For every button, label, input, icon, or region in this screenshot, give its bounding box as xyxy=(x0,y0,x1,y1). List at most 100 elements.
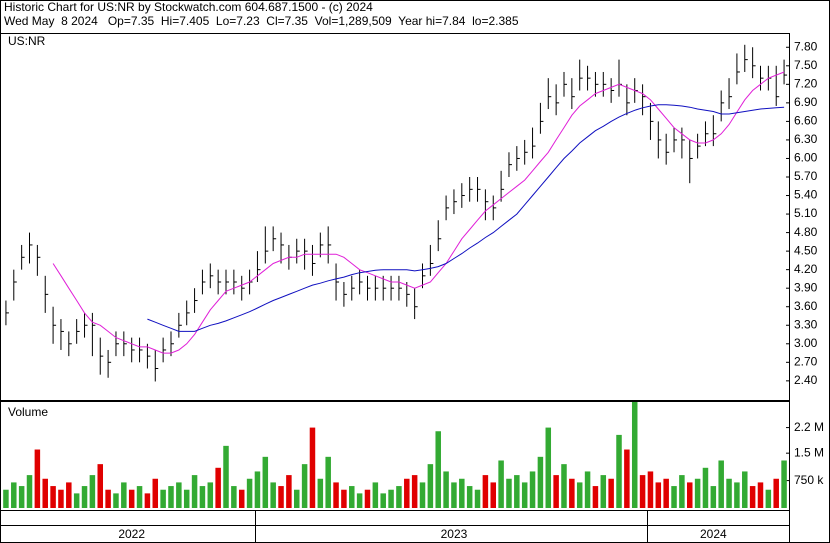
volume-bar xyxy=(317,478,324,508)
volume-bar xyxy=(26,475,33,508)
volume-bar xyxy=(694,478,701,508)
header-title: Historic Chart for US:NR by Stockwatch.c… xyxy=(4,0,373,14)
volume-bar xyxy=(529,471,536,508)
volume-bar xyxy=(765,489,772,508)
y-tick-label: 6.00 xyxy=(794,151,818,165)
volume-bar xyxy=(121,482,127,508)
volume-bar xyxy=(372,482,379,508)
volume-bar xyxy=(514,475,520,508)
volume-bar xyxy=(490,482,497,508)
volume-bar xyxy=(773,478,779,508)
volume-bar xyxy=(81,486,88,508)
y-tick-label: 5.10 xyxy=(794,206,818,220)
volume-label: Volume xyxy=(8,405,48,419)
volume-bar xyxy=(474,489,481,508)
volume-bar xyxy=(631,402,638,508)
volume-bar xyxy=(671,486,677,508)
y-tick-label: 4.50 xyxy=(794,243,818,257)
volume-bar xyxy=(576,482,583,508)
volume-bar xyxy=(553,475,559,508)
moving-average xyxy=(147,104,785,332)
volume-bar xyxy=(168,486,174,508)
y-tick-label: 6.30 xyxy=(794,132,818,146)
volume-bar xyxy=(89,475,96,508)
volume-bar xyxy=(584,471,591,508)
volume-bar xyxy=(191,475,198,508)
volume-bar xyxy=(545,427,552,508)
volume-bar xyxy=(66,482,72,508)
moving-average xyxy=(52,71,785,354)
volume-bar xyxy=(3,489,9,508)
x-tick-label: 2023 xyxy=(441,527,468,541)
volume-bar xyxy=(396,486,402,508)
y-tick-label: 4.20 xyxy=(794,262,818,276)
volume-bar xyxy=(616,434,622,508)
volume-bar xyxy=(710,486,717,508)
volume-bar xyxy=(136,486,143,508)
volume-bar xyxy=(309,427,316,508)
volume-bar xyxy=(254,471,261,508)
volume-bar xyxy=(498,460,504,508)
y-tick-label: 3.60 xyxy=(794,299,818,313)
volume-bar xyxy=(207,482,214,508)
volume-bar xyxy=(702,467,709,508)
volume-bar xyxy=(537,456,544,508)
volume-bar xyxy=(278,486,284,508)
volume-bar xyxy=(592,486,599,508)
volume-bar xyxy=(718,460,724,508)
volume-bar xyxy=(34,449,41,508)
volume-bar xyxy=(238,489,245,508)
x-tick-label: 2024 xyxy=(700,527,727,541)
volume-bar xyxy=(301,464,308,508)
volume-bar xyxy=(262,456,269,508)
volume-bar xyxy=(679,475,685,508)
volume-bar xyxy=(223,445,229,508)
volume-bar xyxy=(742,471,748,508)
y-tick-label: 2.40 xyxy=(794,373,818,387)
volume-bar xyxy=(50,486,56,508)
volume-bar xyxy=(231,486,237,508)
volume-bar xyxy=(380,493,386,508)
y-tick-label: 2.70 xyxy=(794,354,818,368)
volume-bar xyxy=(411,475,418,508)
volume-bar xyxy=(466,486,473,508)
y-tick-label: 7.80 xyxy=(794,39,818,53)
volume-bar xyxy=(97,464,104,508)
volume-bar xyxy=(435,431,441,508)
volume-bar xyxy=(73,493,80,508)
volume-bar xyxy=(757,482,764,508)
volume-bar xyxy=(749,486,756,508)
y-tick-label: 3.30 xyxy=(794,317,818,331)
y-tick-label: 7.50 xyxy=(794,58,818,72)
volume-bar xyxy=(624,449,630,508)
volume-bar xyxy=(176,482,182,508)
volume-bar xyxy=(364,489,371,508)
volume-bar xyxy=(781,460,787,508)
volume-bar xyxy=(506,478,512,508)
volume-bar xyxy=(128,489,135,508)
volume-bar xyxy=(561,464,567,508)
volume-bar xyxy=(246,478,253,508)
volume-bar xyxy=(11,482,17,508)
volume-bar xyxy=(341,489,347,508)
volume-bar xyxy=(270,482,276,508)
volume-bar xyxy=(482,475,489,508)
volume-bar xyxy=(600,475,607,508)
volume-bar xyxy=(521,482,528,508)
volume-bar xyxy=(734,482,740,508)
volume-bar xyxy=(152,478,159,508)
volume-bar xyxy=(443,471,449,508)
volume-bar xyxy=(569,478,575,508)
volume-bar xyxy=(42,478,48,508)
volume-bar xyxy=(113,493,119,508)
y-tick-label: 2.2 M xyxy=(794,420,824,434)
volume-bar xyxy=(293,489,300,508)
y-tick-label: 6.60 xyxy=(794,114,818,128)
volume-bar xyxy=(183,489,190,508)
volume-bar xyxy=(199,486,206,508)
y-tick-label: 5.70 xyxy=(794,169,818,183)
volume-bar xyxy=(647,471,654,508)
volume-bar xyxy=(459,478,465,508)
